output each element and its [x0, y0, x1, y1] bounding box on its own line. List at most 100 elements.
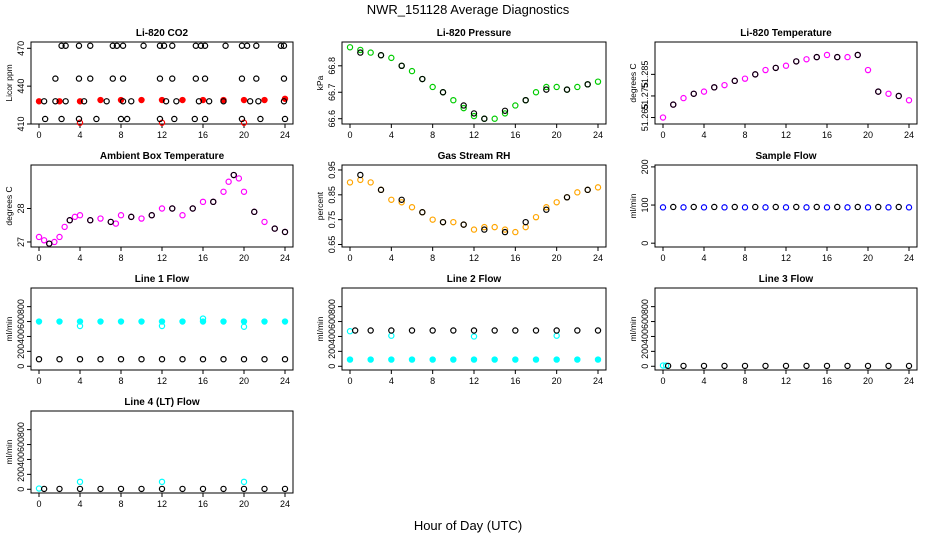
data-point-green	[512, 102, 519, 109]
data-point-black	[481, 226, 488, 233]
x-tick-label: 4	[701, 376, 706, 386]
data-point-black	[158, 355, 166, 363]
data-point-black	[189, 205, 196, 212]
x-tick-label: 8	[742, 253, 747, 263]
data-point-magenta	[97, 215, 104, 222]
data-point-black	[834, 53, 841, 61]
data-point-green	[450, 96, 457, 104]
data-point-black	[700, 362, 708, 370]
x-tick-label: 16	[822, 376, 832, 386]
data-point-blue	[905, 204, 913, 211]
data-point-magenta	[76, 212, 84, 219]
data-point-black	[87, 75, 94, 82]
data-point-black	[280, 75, 288, 82]
data-point-black	[782, 362, 790, 370]
data-point-black	[169, 205, 176, 212]
data-point-magenta	[56, 233, 63, 241]
x-tick-label: 24	[280, 253, 290, 263]
data-point-cyan	[240, 318, 248, 325]
data-point-black	[752, 203, 759, 211]
data-point-black	[80, 98, 88, 105]
data-point-cyan	[240, 323, 248, 330]
panel-title: Li-820 Temperature	[740, 28, 832, 39]
x-tick-label: 24	[904, 253, 914, 263]
data-point-black	[470, 327, 478, 334]
x-tick-label: 8	[430, 253, 435, 263]
data-point-cyan	[450, 356, 457, 363]
data-point-black	[128, 213, 135, 221]
data-point-black	[75, 115, 83, 123]
data-point-black	[240, 355, 248, 363]
data-point-black	[460, 221, 467, 228]
x-tick-label: 12	[469, 253, 479, 263]
data-point-black	[201, 115, 209, 123]
data-point-black	[711, 84, 718, 91]
x-tick-label: 0	[347, 253, 352, 263]
data-point-black	[107, 218, 114, 226]
data-point-cyan	[346, 328, 354, 335]
data-point-black	[179, 485, 186, 493]
x-tick-label: 4	[389, 376, 394, 386]
y-tick-label: 66.7	[327, 83, 337, 101]
data-point-black	[574, 327, 581, 334]
data-point-cyan	[179, 318, 186, 325]
data-point-black	[238, 75, 246, 82]
data-point-black	[512, 327, 519, 334]
y-tick-label: 28	[16, 204, 26, 214]
data-point-orange	[512, 228, 519, 236]
data-point-black	[772, 64, 779, 72]
data-point-black	[408, 327, 416, 334]
data-point-cyan	[281, 318, 289, 325]
data-point-black	[56, 485, 63, 493]
plot-frame	[654, 164, 918, 248]
panel-title: Li-820 CO2	[136, 28, 189, 39]
data-point-black	[205, 98, 213, 105]
data-point-black	[367, 327, 374, 334]
x-tick-label: 20	[863, 376, 873, 386]
x-tick-label: 16	[822, 253, 832, 263]
data-point-orange	[532, 213, 540, 221]
panel-title: Ambient Box Temperature	[100, 151, 225, 162]
x-tick-label: 4	[389, 253, 394, 263]
data-point-black	[220, 98, 227, 105]
plot-frame	[654, 41, 918, 125]
y-tick-label: 200	[640, 344, 650, 359]
panel-title: Line 1 Flow	[135, 274, 190, 285]
data-point-black	[253, 42, 260, 49]
x-tick-label: 20	[863, 253, 873, 263]
x-tick-label: 12	[157, 130, 167, 140]
data-point-magenta	[762, 66, 769, 74]
data-point-black	[119, 98, 127, 105]
y-axis-label: degrees C	[628, 63, 638, 102]
data-point-magenta	[261, 218, 268, 226]
data-point-cyan	[388, 332, 395, 339]
data-point-black	[148, 212, 155, 219]
x-tick-label: 8	[118, 130, 123, 140]
data-point-orange	[450, 218, 457, 226]
y-tick-label: 400	[16, 329, 26, 344]
x-tick-label: 12	[157, 253, 167, 263]
data-point-black	[690, 90, 697, 97]
data-point-black	[76, 485, 84, 493]
data-point-black	[201, 75, 209, 82]
data-point-black	[491, 327, 498, 334]
x-tick-label: 12	[469, 376, 479, 386]
panel-7: Line 1 Flow 0 4 8 12 16 20 24 0 200400600800ml/mi…	[4, 274, 294, 386]
data-point-black	[169, 42, 176, 49]
x-tick-label: 8	[118, 253, 123, 263]
data-point-green	[543, 83, 550, 91]
panel-3: Li-820 Temperature 0 4 8 12 16 20 24 51.26551.27…	[628, 28, 918, 140]
x-tick-label: 8	[742, 376, 747, 386]
data-point-black	[895, 203, 902, 211]
data-point-black	[117, 485, 125, 493]
x-tick-label: 4	[77, 499, 82, 509]
data-point-green	[367, 49, 374, 56]
data-point-black	[58, 42, 65, 49]
x-tick-label: 20	[239, 376, 249, 386]
data-point-black	[563, 86, 571, 93]
data-point-black	[75, 75, 83, 82]
data-point-black	[793, 203, 800, 211]
data-point-black	[109, 42, 117, 49]
data-point-magenta	[235, 175, 243, 182]
